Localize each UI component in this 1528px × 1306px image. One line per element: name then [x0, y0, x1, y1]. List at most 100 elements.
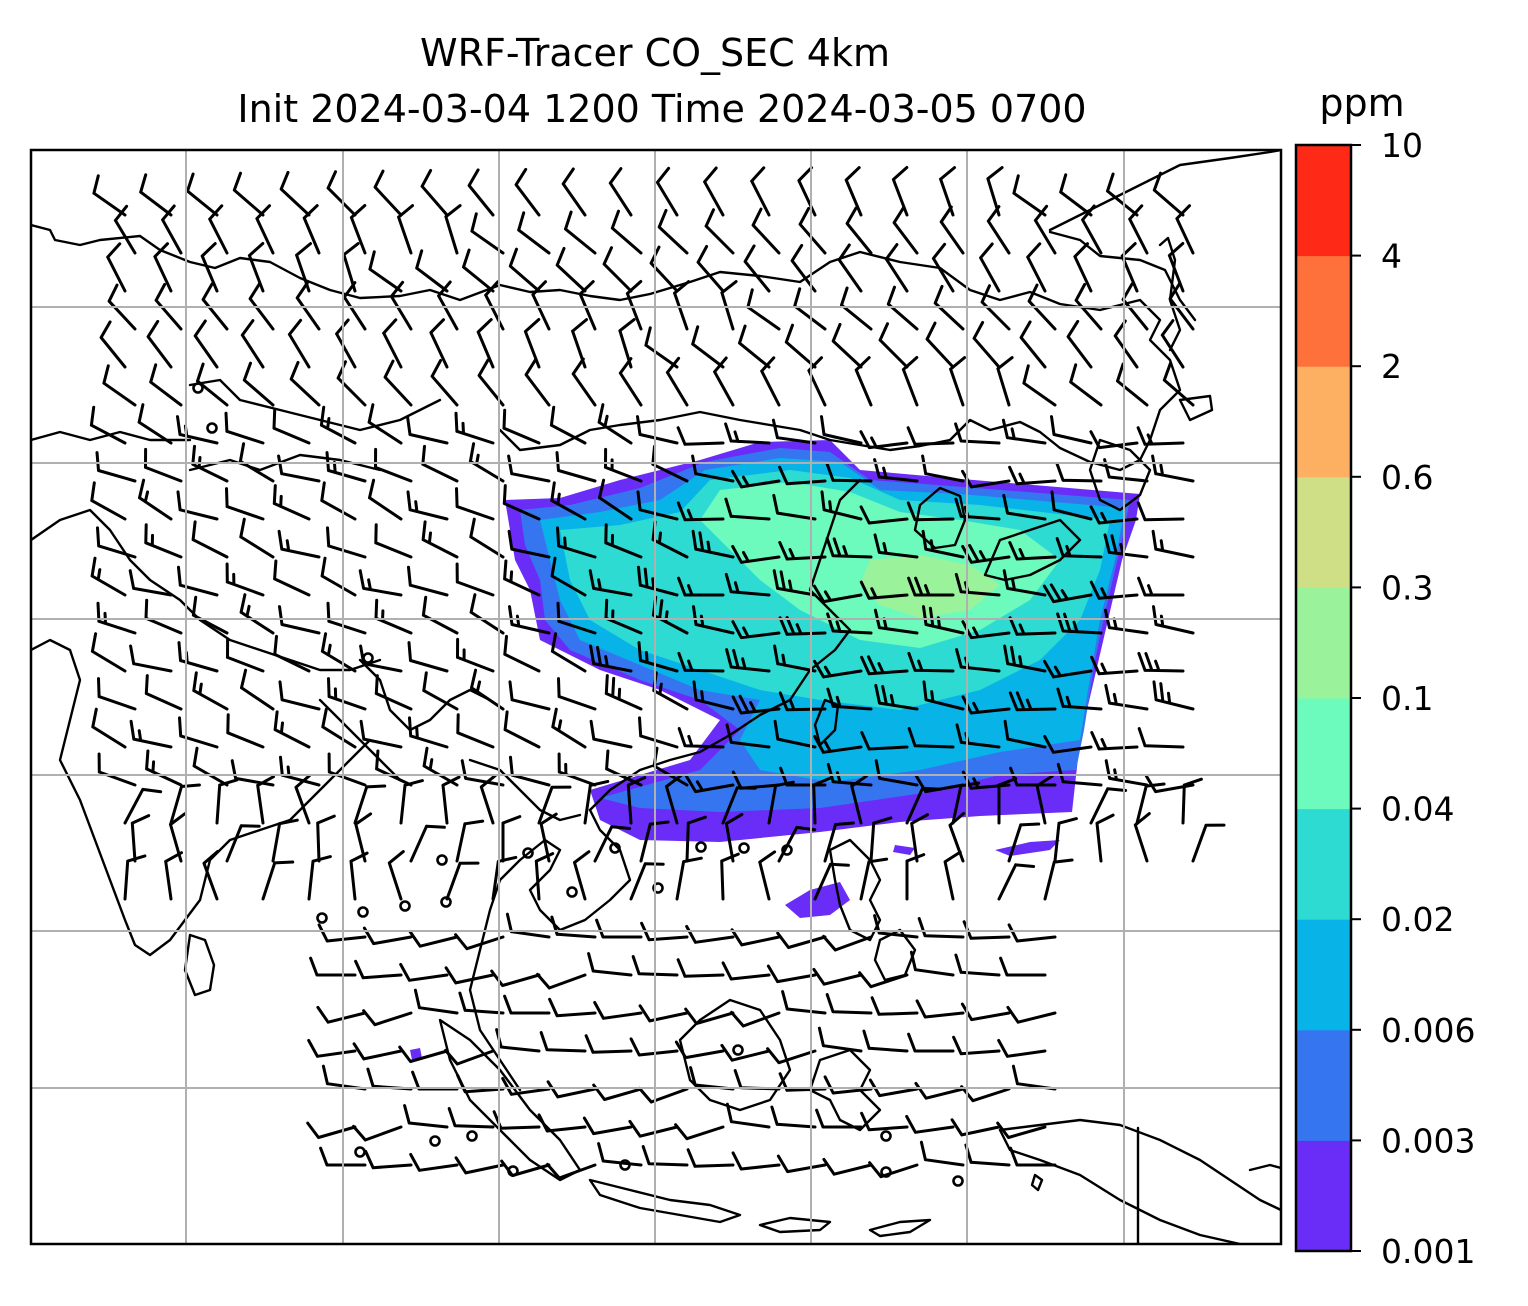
wind-barb [1043, 858, 1074, 901]
wind-barb [375, 749, 413, 787]
wind-barb [907, 1032, 955, 1053]
wind-barb [95, 451, 137, 483]
colorbar-tick-label: 2 [1381, 347, 1402, 386]
wind-barb [772, 569, 817, 597]
wind-barb [279, 755, 321, 787]
wind-barb [524, 357, 551, 407]
wind-barb [107, 283, 137, 331]
calm-wind-marker [652, 882, 664, 894]
wind-barb [196, 362, 229, 407]
wind-barb [225, 824, 261, 863]
wind-barb [1026, 242, 1047, 293]
wind-barb [1073, 242, 1093, 293]
wind-barb [501, 815, 522, 863]
wind-barb [686, 1148, 735, 1168]
wind-barb [129, 644, 173, 673]
wind-barb [261, 860, 295, 901]
calm-wind-marker [399, 900, 411, 912]
wind-barb [703, 166, 725, 217]
wind-barb [1152, 171, 1185, 217]
wind-barb [907, 727, 955, 749]
wind-barb [144, 447, 183, 483]
wind-barb [458, 991, 505, 1015]
wind-barb [826, 687, 873, 711]
colorbar-tick-label: 0.006 [1381, 1011, 1475, 1050]
wind-barb [822, 934, 873, 952]
wind-barb [349, 204, 367, 255]
wind-barb [721, 786, 757, 825]
wind-barb [320, 632, 357, 673]
tracer-field [410, 440, 1140, 1060]
wind-barb [999, 956, 1047, 977]
wind-barb [996, 1121, 1047, 1139]
wind-barb [242, 361, 275, 407]
wind-barb [960, 1002, 1011, 1022]
wind-barb [224, 411, 265, 445]
wind-barb [573, 850, 591, 901]
wind-barb [455, 487, 495, 521]
wind-barb [272, 484, 311, 521]
wind-barb [587, 952, 633, 977]
wind-barb [454, 1156, 505, 1175]
wind-barb [891, 166, 909, 217]
colorbar-tick-label: 0.003 [1381, 1121, 1475, 1160]
wind-barb [949, 356, 966, 407]
map-title-line1: WRF-Tracer CO_SEC 4km [420, 31, 890, 75]
wind-barb [247, 242, 265, 293]
calm-wind-marker [732, 1044, 744, 1056]
wind-barb [1175, 204, 1195, 255]
wind-barb [501, 1077, 551, 1096]
wind-barb [781, 990, 827, 1015]
wind-barb [798, 207, 827, 255]
wind-barb [537, 785, 572, 825]
wind-barb [407, 641, 449, 673]
wind-barb [349, 851, 369, 901]
wind-barb [1113, 319, 1139, 369]
wind-barb [854, 356, 873, 407]
wind-barb [502, 408, 541, 445]
wind-barb [508, 680, 551, 711]
wind-barb [909, 950, 955, 977]
wind-barb [503, 710, 541, 749]
wind-barb [1002, 493, 1047, 521]
wind-barb [812, 584, 863, 604]
wind-barb [1059, 173, 1093, 217]
wind-barb [1074, 283, 1103, 331]
wind-barb [815, 1108, 863, 1129]
colorbar-segment [1296, 808, 1351, 920]
wind-barb [240, 668, 275, 711]
wind-barb [704, 208, 735, 255]
wind-barb [751, 207, 781, 255]
wind-barb [1027, 283, 1057, 331]
wind-barb [420, 169, 449, 217]
wind-barb [215, 778, 239, 825]
wind-barb [406, 415, 449, 445]
calm-wind-marker [522, 847, 534, 859]
wind-barb [90, 556, 127, 597]
wind-barb [905, 786, 942, 825]
wind-barb [208, 204, 229, 255]
wind-barb [793, 287, 827, 331]
wind-barb [445, 861, 480, 901]
wind-barb [637, 565, 679, 597]
wind-barb [272, 408, 311, 445]
wind-barb [986, 205, 1011, 255]
wind-barb [873, 914, 919, 939]
wind-barb [1152, 680, 1195, 711]
wind-barb [629, 1037, 679, 1057]
wind-barb [444, 204, 462, 255]
wind-barb [906, 426, 955, 446]
wind-barb [638, 716, 679, 749]
wind-barb [225, 562, 265, 597]
wind-barb [583, 779, 610, 825]
wind-barb [730, 1010, 781, 1028]
colorbar-tick-label: 0.3 [1381, 568, 1433, 607]
wind-barb [387, 850, 405, 901]
wind-barb [1181, 777, 1203, 825]
wind-barb [677, 727, 725, 749]
wind-barb [901, 356, 919, 407]
wind-barb [972, 321, 1001, 369]
wind-barb [1136, 426, 1185, 446]
wind-barb [772, 493, 817, 521]
wind-barb [997, 1039, 1047, 1058]
